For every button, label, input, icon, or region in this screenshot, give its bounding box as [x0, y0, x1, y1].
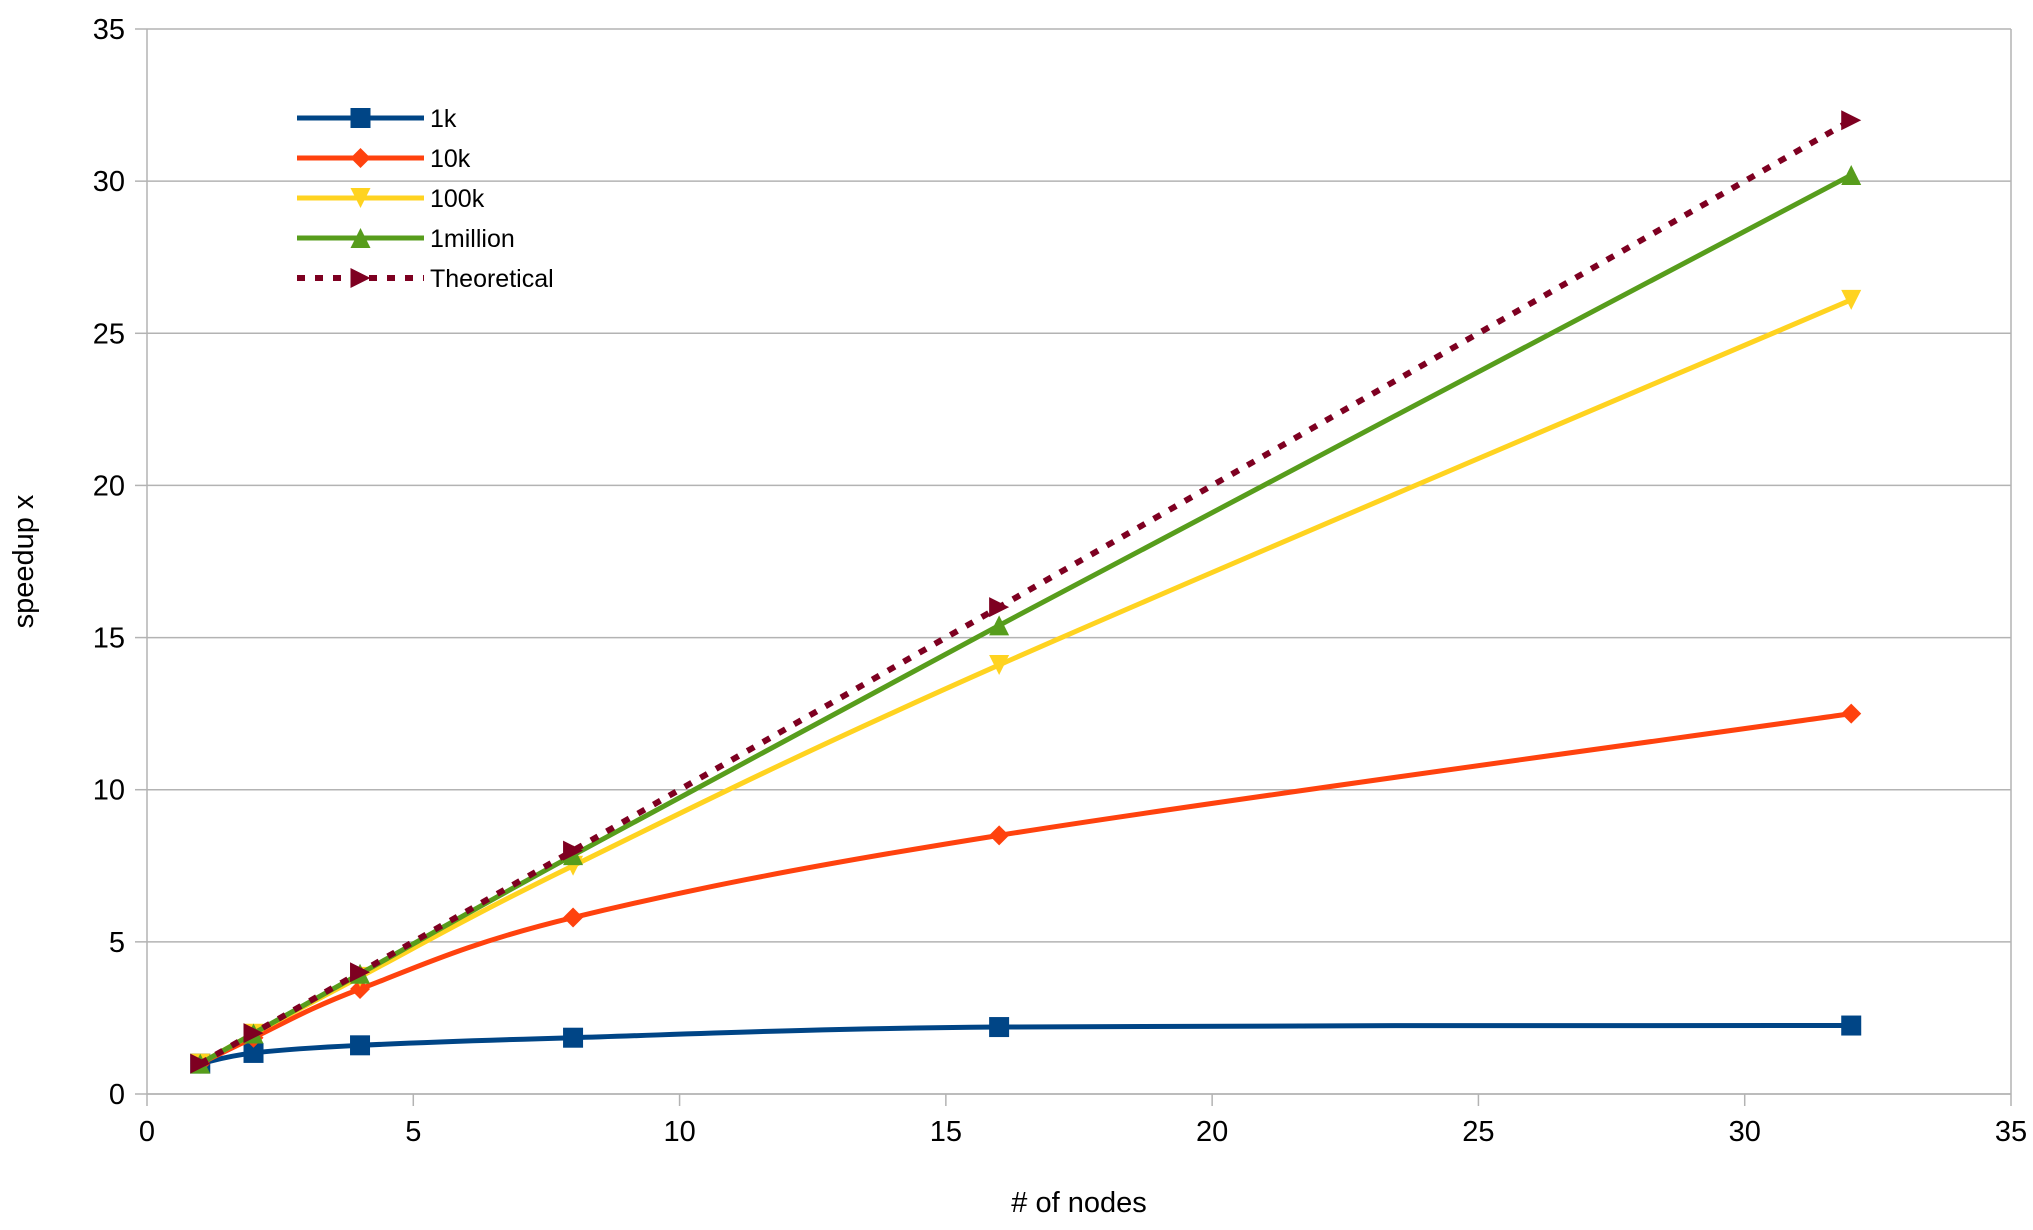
data-point: [563, 840, 584, 861]
x-tick-label: 0: [139, 1116, 155, 1148]
data-point: [1841, 110, 1862, 131]
data-point: [989, 615, 1010, 636]
series-line: [198, 117, 1853, 1067]
legend-marker: [350, 148, 371, 168]
data-point: [1841, 165, 1862, 186]
data-point: [563, 907, 584, 928]
grid: [147, 28, 2011, 1095]
x-tick-label: 30: [1729, 1116, 1761, 1148]
series-theoretical: [190, 110, 1862, 1074]
data-point: [1841, 1015, 1862, 1036]
data-point: [350, 962, 371, 983]
data-point: [989, 1017, 1010, 1038]
y-axis-title: speedup x: [8, 494, 40, 628]
series-line: [199, 1023, 1852, 1067]
x-tick-label: 20: [1196, 1116, 1228, 1148]
x-tick-label: 25: [1462, 1116, 1494, 1148]
data-point: [989, 597, 1010, 618]
axes: 0 5 10 15 20 25 30 35 0 5 10 15 20 25 30 35: [93, 14, 2027, 1148]
legend-marker: [350, 268, 371, 288]
x-tick-label: 10: [663, 1116, 695, 1148]
legend-label: 100k: [430, 185, 485, 213]
series-line: [199, 711, 1852, 1066]
x-tick-label: 5: [405, 1116, 421, 1148]
data-point: [243, 1023, 264, 1044]
legend-item: 10k: [297, 145, 471, 173]
y-tick-label: 20: [93, 470, 125, 502]
data-point: [563, 1027, 584, 1048]
legend-label: Theoretical: [430, 265, 554, 293]
data-point: [1841, 289, 1862, 310]
legend-marker: [350, 108, 371, 128]
legend-item: 1million: [297, 225, 515, 253]
legend-item: 1k: [297, 105, 457, 133]
series-1million: [190, 165, 1862, 1074]
data-point: [190, 1053, 211, 1074]
series-line: [199, 297, 1853, 1066]
data-point: [350, 1035, 371, 1056]
legend-item: Theoretical: [297, 265, 554, 293]
x-axis-title: # of nodes: [1011, 1187, 1146, 1219]
x-tick-label: 35: [1995, 1116, 2027, 1148]
legend: 1k 10k 100k 1million Theoretical: [297, 105, 554, 293]
legend-label: 10k: [430, 145, 471, 173]
legend-label: 1k: [430, 105, 457, 133]
y-tick-label: 35: [93, 14, 125, 46]
data-point: [989, 825, 1010, 846]
legend-item: 100k: [297, 185, 485, 213]
y-tick-label: 25: [93, 318, 125, 350]
data-point: [243, 1042, 264, 1063]
y-tick-label: 5: [109, 927, 125, 959]
legend-marker: [350, 228, 371, 248]
y-tick-label: 0: [109, 1079, 125, 1111]
data-point: [1841, 703, 1862, 724]
y-tick-label: 15: [93, 623, 125, 655]
plot-area: [190, 110, 1862, 1074]
legend-marker: [350, 188, 371, 208]
legend-label: 1million: [430, 225, 515, 253]
data-point: [350, 979, 371, 1000]
y-tick-label: 30: [93, 166, 125, 198]
series-1k: [190, 1015, 1862, 1074]
series-10k: [190, 703, 1862, 1074]
data-point: [989, 654, 1010, 675]
y-tick-label: 10: [93, 775, 125, 807]
x-tick-label: 15: [930, 1116, 962, 1148]
